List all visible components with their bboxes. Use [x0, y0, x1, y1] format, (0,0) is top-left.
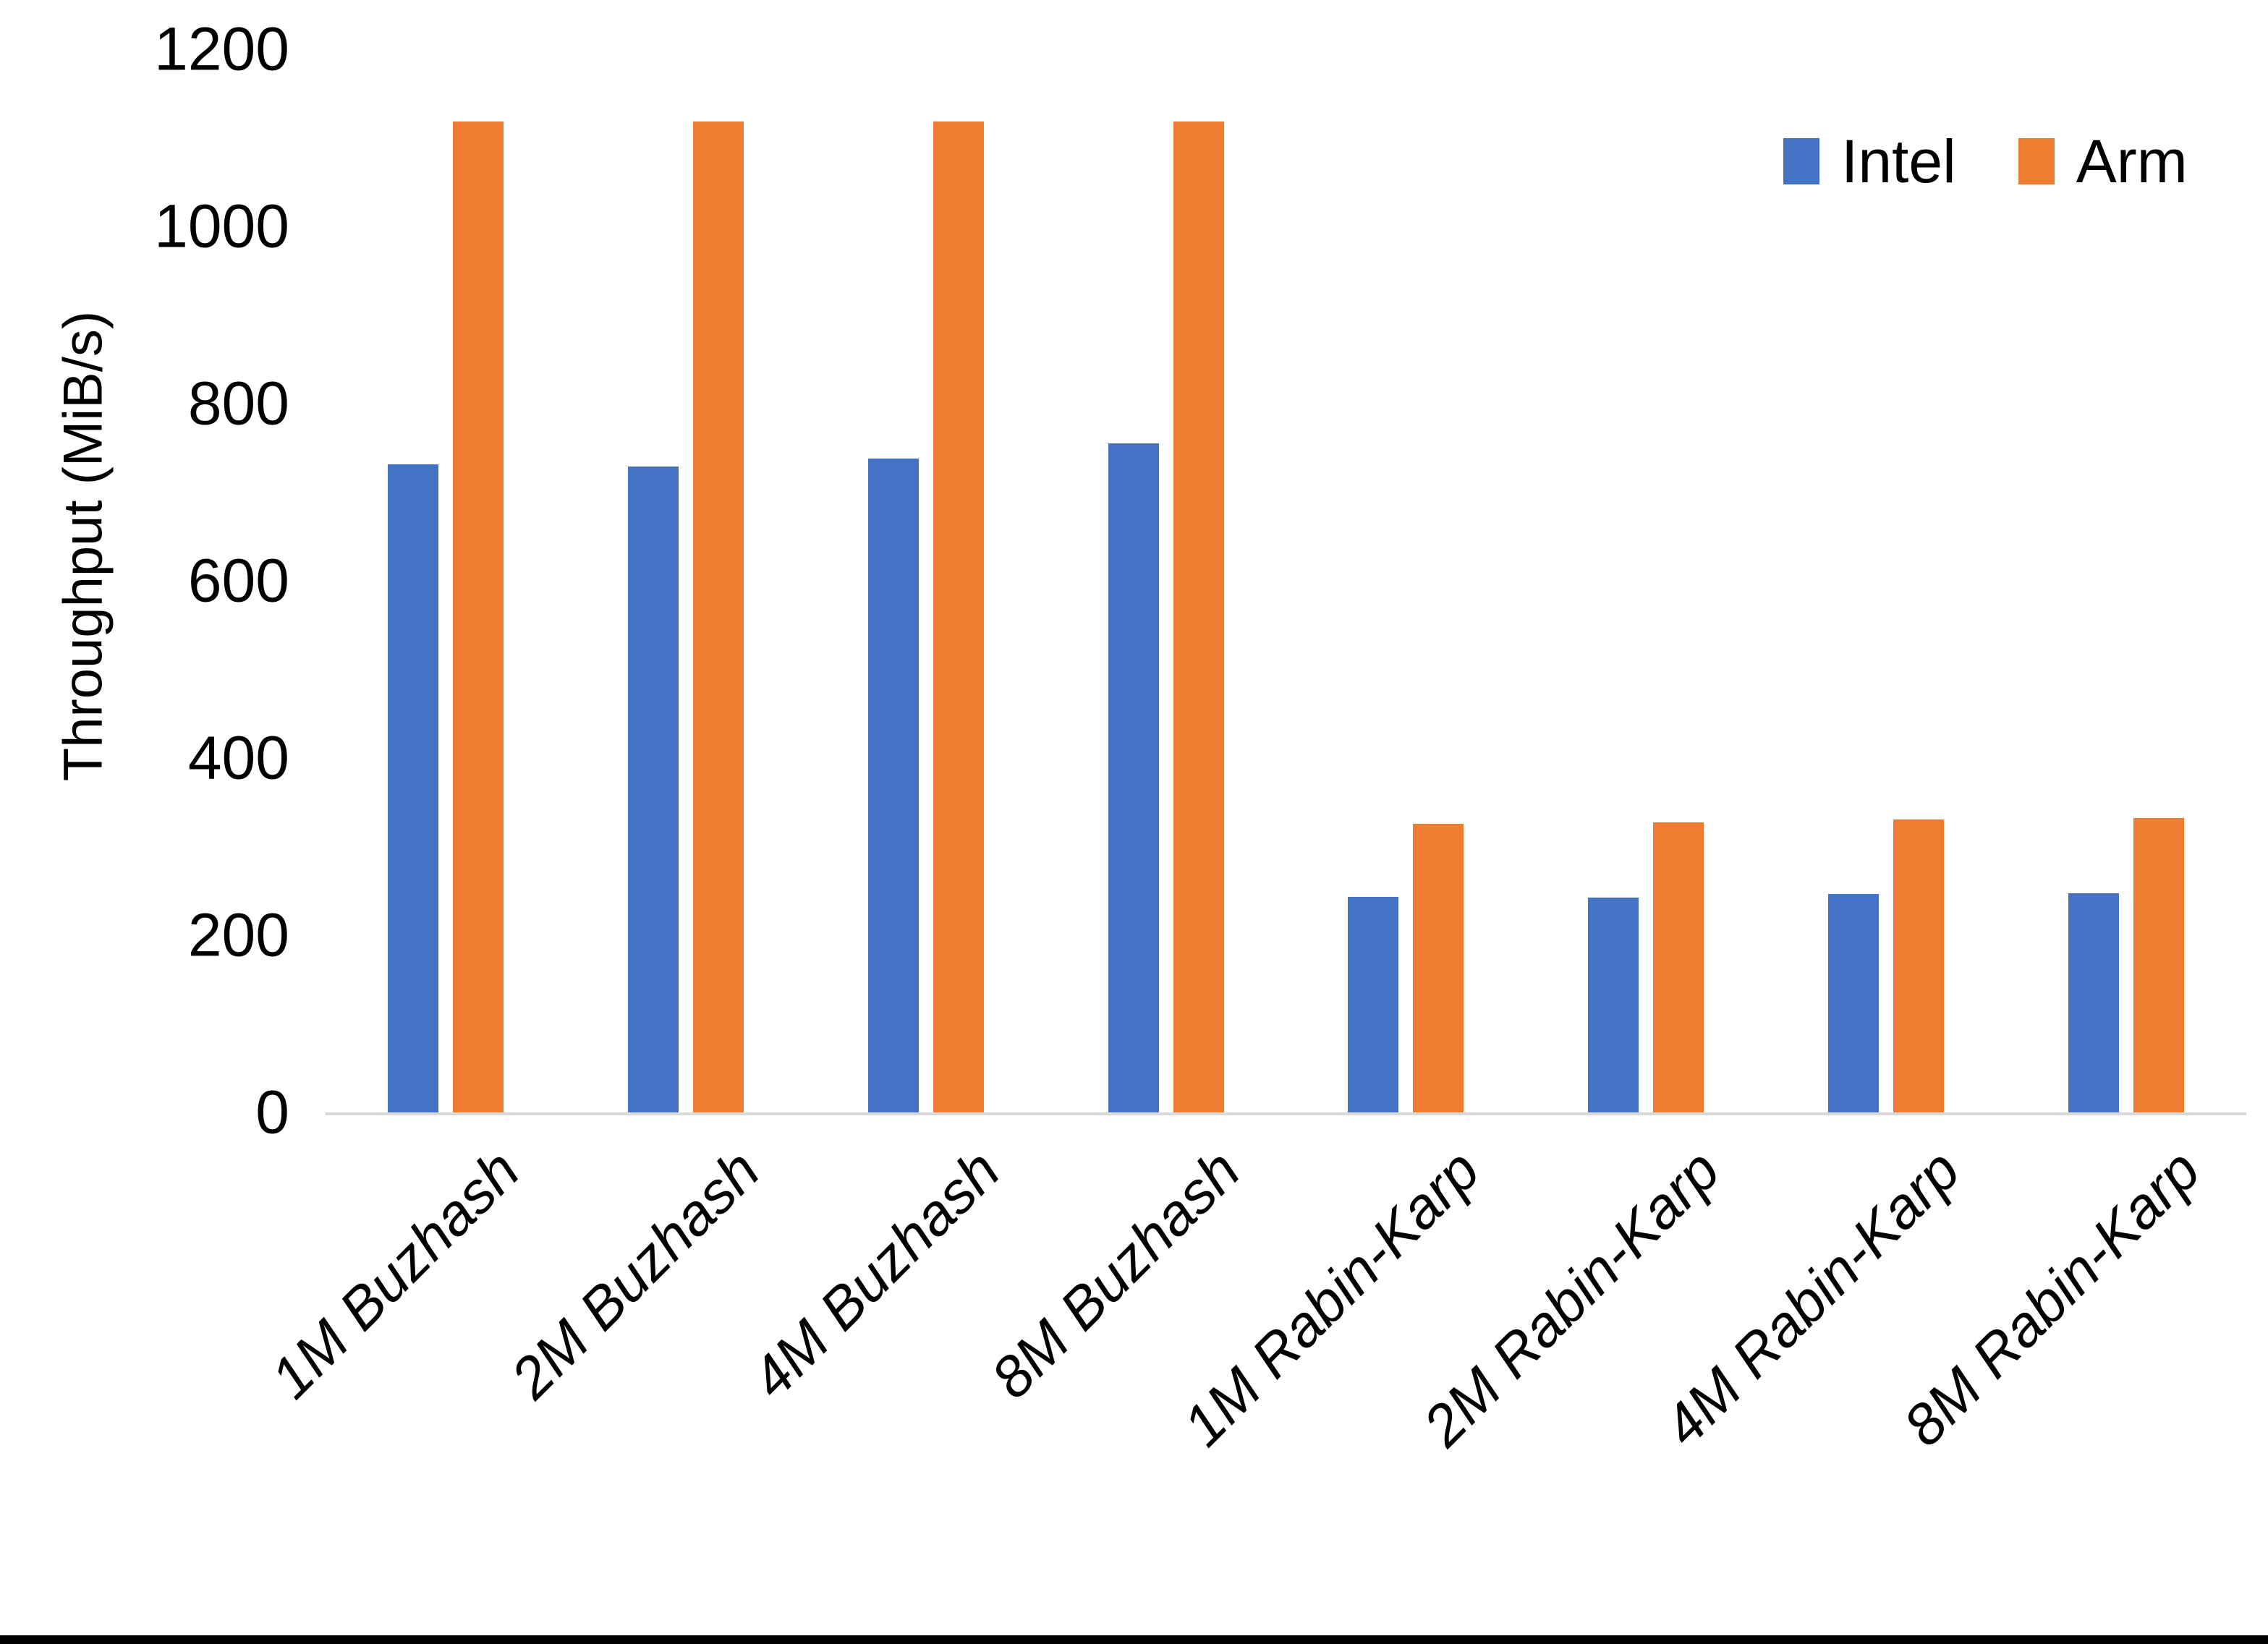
y-tick-label-800: 800	[187, 369, 289, 438]
bar-intel-1m-rabin-karp	[1348, 896, 1399, 1114]
bar-intel-2m-buzhash	[627, 466, 679, 1114]
y-tick-label-1000: 1000	[154, 192, 289, 260]
bar-intel-8m-buzhash	[1108, 443, 1159, 1114]
y-tick-label-0: 0	[255, 1078, 289, 1146]
bar-arm-4m-buzhash	[933, 122, 984, 1114]
bar-intel-8m-rabin-karp	[2068, 893, 2120, 1114]
legend-swatch-intel	[1783, 138, 1819, 184]
y-tick-label-600: 600	[187, 546, 289, 615]
x-axis-line	[326, 1112, 2246, 1115]
y-tick-label-1200: 1200	[154, 14, 289, 83]
legend-label-arm: Arm	[2076, 127, 2188, 195]
legend: Intel Arm	[1783, 131, 2188, 192]
bar-arm-1m-buzhash	[452, 122, 504, 1114]
bar-arm-1m-rabin-karp	[1413, 824, 1464, 1114]
bar-intel-4m-buzhash	[867, 458, 919, 1114]
y-tick-label-200: 200	[187, 900, 289, 969]
bar-intel-4m-rabin-karp	[1828, 894, 1880, 1114]
y-tick-label-400: 400	[187, 723, 289, 792]
bar-arm-8m-buzhash	[1173, 122, 1224, 1114]
bar-arm-8m-rabin-karp	[2133, 817, 2185, 1114]
bar-arm-2m-rabin-karp	[1653, 822, 1704, 1114]
legend-item-arm: Arm	[2018, 131, 2188, 192]
legend-item-intel: Intel	[1783, 131, 1956, 192]
bottom-border	[0, 1635, 2268, 1644]
bar-intel-1m-buzhash	[387, 464, 438, 1114]
legend-swatch-arm	[2018, 138, 2055, 184]
legend-label-intel: Intel	[1841, 127, 1956, 195]
bar-arm-2m-buzhash	[692, 122, 744, 1114]
x-axis-label-4m-buzhash: 4M Buzhash	[738, 1137, 1012, 1411]
x-axis-label-1m-buzhash: 1M Buzhash	[258, 1137, 532, 1411]
bar-intel-2m-rabin-karp	[1588, 898, 1639, 1114]
x-axis-label-2m-buzhash: 2M Buzhash	[498, 1137, 772, 1411]
bar-arm-4m-rabin-karp	[1893, 819, 1945, 1114]
